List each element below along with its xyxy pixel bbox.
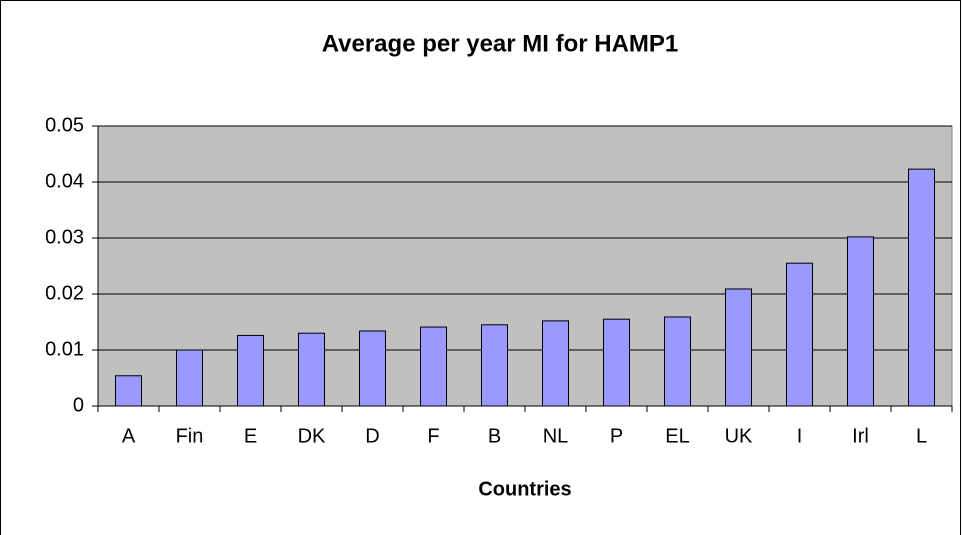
bar xyxy=(786,262,813,407)
x-tick-label: I xyxy=(797,425,803,447)
x-tick-label: DK xyxy=(298,425,326,447)
x-tick-label: Irl xyxy=(852,425,869,447)
y-tick-label: 0.04 xyxy=(45,170,84,192)
bar xyxy=(176,349,203,407)
x-tick-label: P xyxy=(610,425,623,447)
y-tick-label: 0.05 xyxy=(45,114,84,136)
bar xyxy=(725,288,752,407)
chart-title: Average per year MI for HAMP1 xyxy=(322,30,679,57)
y-tick-label: 0.01 xyxy=(45,338,84,360)
y-tick-label: 0.03 xyxy=(45,226,84,248)
bar xyxy=(237,334,264,407)
x-tick-label: E xyxy=(244,425,257,447)
bar xyxy=(481,324,508,407)
y-tick-label: 0.02 xyxy=(45,282,84,304)
plot-area xyxy=(97,125,953,407)
bar xyxy=(420,326,447,407)
x-tick-label: EL xyxy=(665,425,689,447)
bar xyxy=(298,332,325,407)
bar xyxy=(664,316,691,407)
y-tick-label: 0 xyxy=(73,394,84,416)
x-tick-label: B xyxy=(488,425,501,447)
x-tick-label: D xyxy=(365,425,379,447)
x-axis-title: Countries xyxy=(478,478,571,500)
x-tick-label: F xyxy=(427,425,439,447)
x-tick-label: L xyxy=(916,425,927,447)
x-tick-label: UK xyxy=(725,425,753,447)
bar xyxy=(542,320,569,407)
x-tick-label: Fin xyxy=(176,425,204,447)
x-tick-label: NL xyxy=(543,425,569,447)
bar xyxy=(115,375,142,407)
bar xyxy=(359,330,386,407)
x-tick-label: A xyxy=(122,425,136,447)
bar xyxy=(847,236,874,407)
bar xyxy=(908,168,935,407)
bar xyxy=(603,318,630,407)
